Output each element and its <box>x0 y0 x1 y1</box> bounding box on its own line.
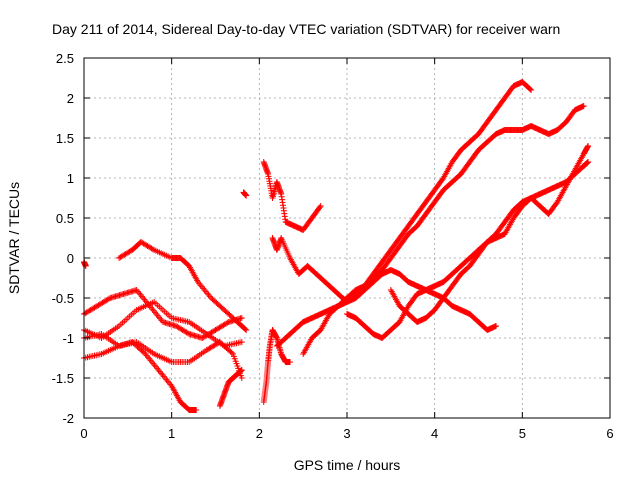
x-tick-label: 5 <box>519 426 526 441</box>
y-tick-label: 2.5 <box>56 51 74 66</box>
data-point <box>224 319 231 326</box>
data-point <box>149 246 156 253</box>
x-tick-label: 0 <box>80 426 87 441</box>
data-point <box>585 143 592 149</box>
data-point <box>105 295 112 302</box>
data-point <box>242 326 249 333</box>
data-point <box>528 87 535 93</box>
data-point <box>527 86 534 93</box>
data-point <box>243 192 250 199</box>
y-tick-label: -1 <box>62 331 74 346</box>
y-tick-label: 2 <box>67 91 74 106</box>
y-tick-label: 1.5 <box>56 131 74 146</box>
y-tick-label: 1 <box>67 171 74 186</box>
data-point <box>193 407 200 413</box>
y-tick-label: -2 <box>62 411 74 426</box>
data-point <box>228 349 235 356</box>
x-tick-label: 6 <box>606 426 613 441</box>
x-axis-label: GPS time / hours <box>294 457 401 473</box>
chart-title: Day 211 of 2014, Sidereal Day-to-day VTE… <box>52 21 560 37</box>
data-point <box>238 339 245 345</box>
data-point <box>238 315 245 321</box>
data-point <box>493 323 500 329</box>
data-point <box>141 349 148 356</box>
grid-lines <box>84 58 610 418</box>
data-point <box>316 204 323 211</box>
data-point <box>238 367 245 373</box>
y-tick-label: -1.5 <box>52 371 74 386</box>
x-tick-label: 1 <box>168 426 175 441</box>
x-tick-label: 3 <box>343 426 350 441</box>
y-tick-label: 0 <box>67 251 74 266</box>
y-tick-label: -0.5 <box>52 291 74 306</box>
axis-ticks: 0 1 2 3 4 5 6 -2 -1.5 -1 -0.5 0 0.5 1 1.5 2 2.5 <box>52 51 614 441</box>
data-point <box>184 330 191 337</box>
data-point <box>317 203 324 209</box>
data-point <box>580 103 587 109</box>
data-points <box>81 79 592 413</box>
data-point <box>585 159 592 165</box>
y-axis-label: SDTVAR / TECUs <box>6 182 22 294</box>
data-point <box>243 327 250 333</box>
y-tick-label: 0.5 <box>56 211 74 226</box>
x-tick-label: 2 <box>256 426 263 441</box>
data-point <box>238 375 245 381</box>
data-point <box>287 359 294 365</box>
x-tick-label: 4 <box>431 426 438 441</box>
